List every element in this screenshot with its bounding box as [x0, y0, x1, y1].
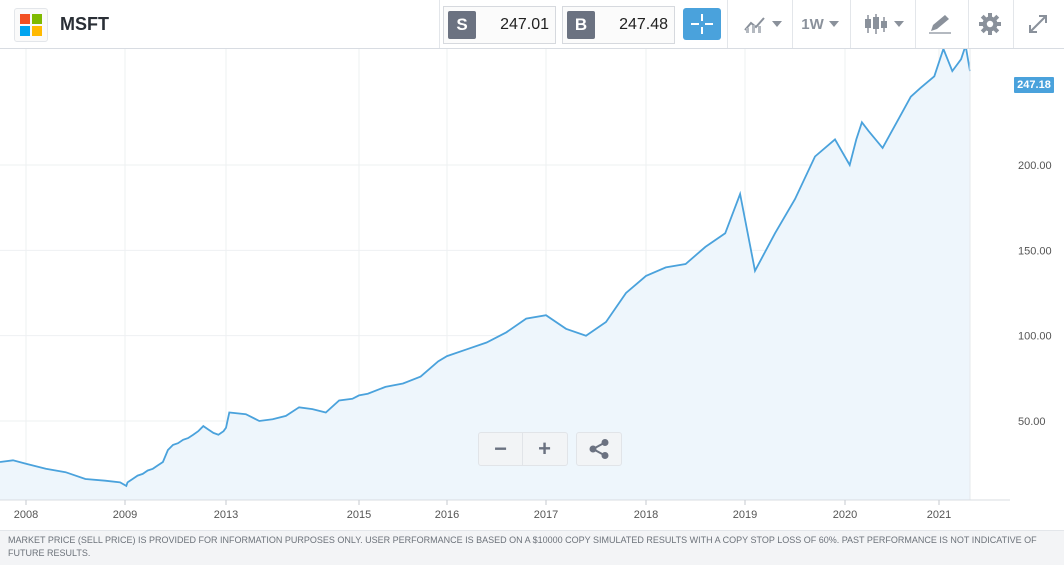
chevron-down-icon — [893, 21, 904, 27]
x-tick-label: 2013 — [214, 509, 238, 521]
settings-button[interactable] — [972, 6, 1008, 42]
crosshair-button[interactable] — [683, 8, 721, 40]
sell-price-box[interactable]: S 247.01 — [443, 6, 556, 44]
y-tick-label: 100.00 — [1018, 331, 1052, 343]
plus-icon: + — [538, 436, 551, 461]
minus-icon: − — [494, 436, 507, 461]
timeframe-dropdown[interactable]: 1W — [798, 6, 842, 42]
x-tick-label: 2009 — [113, 509, 137, 521]
chart-type-button[interactable] — [737, 6, 787, 42]
x-tick-label: 2016 — [435, 509, 459, 521]
share-button[interactable] — [576, 432, 622, 466]
y-tick-label: 50.00 — [1018, 416, 1046, 428]
chevron-down-icon — [828, 21, 839, 27]
x-tick-label: 2019 — [733, 509, 757, 521]
pencil-icon — [929, 15, 951, 34]
x-tick-label: 2021 — [927, 509, 951, 521]
timeframe-label: 1W — [801, 15, 824, 33]
x-tick-label: 2008 — [14, 509, 38, 521]
microsoft-logo-icon — [14, 8, 48, 42]
price-area-fill — [0, 45, 970, 500]
instrument-symbol: MSFT — [60, 14, 109, 34]
x-tick-label: 2018 — [634, 509, 658, 521]
price-chart-svg[interactable]: 50.00 100.00 150.00 200.00 2008 2009 2013 2015… — [0, 45, 1064, 529]
x-tick-label: 2015 — [347, 509, 371, 521]
zoom-controls: − + — [478, 432, 568, 466]
x-tick-label: 2020 — [833, 509, 857, 521]
sell-price: 247.01 — [500, 16, 549, 33]
draw-tool-button[interactable] — [920, 6, 960, 42]
expand-button[interactable] — [1020, 6, 1056, 42]
zoom-in-button[interactable]: + — [523, 433, 566, 465]
line-chart-icon — [743, 17, 765, 33]
expand-icon — [1029, 15, 1047, 33]
buy-price-box[interactable]: B 247.48 — [562, 6, 675, 44]
crosshair-icon — [691, 14, 713, 34]
candlestick-icon — [864, 14, 887, 34]
x-tick-label: 2017 — [534, 509, 558, 521]
chart-toolbar: MSFT S 247.01 B 247.48 1W — [0, 0, 1064, 49]
last-price-tag: 247.18 — [1014, 77, 1054, 93]
chevron-down-icon — [771, 21, 782, 27]
zoom-out-button[interactable]: − — [479, 433, 523, 465]
y-tick-label: 150.00 — [1018, 245, 1052, 257]
performance-disclaimer: MARKET PRICE (SELL PRICE) IS PROVIDED FO… — [0, 530, 1064, 565]
gear-icon — [979, 13, 1001, 35]
candles-button[interactable] — [858, 6, 908, 42]
sell-label: S — [448, 11, 476, 39]
buy-price: 247.48 — [619, 16, 668, 33]
price-chart[interactable]: 50.00 100.00 150.00 200.00 2008 2009 2013 2015… — [0, 45, 1064, 529]
buy-label: B — [567, 11, 595, 39]
y-tick-label: 200.00 — [1018, 160, 1052, 172]
share-icon — [589, 439, 609, 459]
price-series-line — [0, 45, 971, 488]
